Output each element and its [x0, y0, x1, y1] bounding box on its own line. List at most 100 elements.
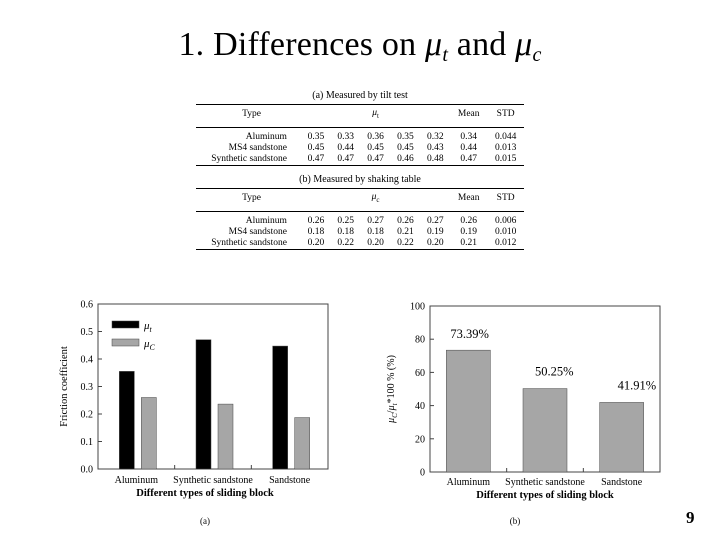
row-value: 0.36: [367, 131, 384, 142]
chart-sublabel: (b): [510, 516, 521, 526]
row-value: 0.45: [367, 142, 384, 153]
x-tick-label: Aluminum: [447, 477, 491, 488]
row-std: 0.012: [494, 237, 517, 248]
bar-mu-c: [294, 417, 310, 470]
row-value: 0.22: [397, 237, 414, 248]
row-std: 0.006: [494, 215, 517, 226]
legend-swatch: [111, 338, 140, 347]
row-mean: 0.47: [460, 153, 478, 164]
y-tick-label: 0.5: [81, 327, 94, 338]
row-std: 0.010: [494, 226, 517, 237]
row-value: 0.26: [307, 215, 325, 226]
row-value: 0.47: [337, 153, 355, 164]
row-value: 0.35: [397, 131, 414, 142]
row-type: Synthetic sandstone: [211, 153, 287, 164]
row-value: 0.46: [397, 153, 414, 164]
slide-title: 1. Differences on μt and μc: [0, 26, 720, 67]
row-mean: 0.44: [460, 142, 478, 153]
y-axis-label: μC/μt*100 % (%): [386, 355, 399, 424]
y-tick-label: 100: [410, 302, 425, 313]
legend-label: μt: [143, 320, 153, 334]
table-row: Synthetic sandstone 0.20 0.22 0.20 0.22 0.20 0…: [196, 238, 524, 250]
row-std: 0.013: [494, 142, 517, 153]
friction-coefficient-chart: 0.0 0.1 0.2 0.3 0.4 0.5 0.6 Aluminum Synthetic s…: [59, 300, 329, 526]
bar-mu-t: [272, 345, 288, 470]
y-tick-label: 0.2: [81, 410, 94, 421]
table-a-header-mu: μt: [372, 108, 379, 120]
table-row: Aluminum 0.35 0.33 0.36 0.35 0.32 0.34 0.044: [196, 127, 524, 143]
title-sub-t: t: [442, 44, 449, 66]
row-value: 0.43: [426, 142, 444, 153]
row-type: Synthetic sandstone: [211, 237, 287, 248]
y-tick-label: 0.0: [81, 465, 94, 476]
bar-ratio: [522, 388, 568, 473]
row-value: 0.32: [426, 131, 444, 142]
row-type: Aluminum: [245, 131, 287, 142]
y-tick-label: 20: [415, 434, 425, 445]
row-type: MS4 sandstone: [228, 142, 287, 153]
table-b-header-std: STD: [496, 193, 515, 204]
table-b-header-row: Type μc Mean STD: [196, 188, 524, 212]
table-b-header-mu: μc: [371, 191, 380, 204]
table-b-caption: (b) Measured by shaking table: [299, 173, 421, 185]
title-mid: and: [448, 26, 516, 63]
row-value: 0.20: [307, 237, 325, 248]
row-value: 0.47: [367, 153, 384, 164]
row-std: 0.044: [494, 131, 517, 142]
row-value: 0.21: [397, 226, 414, 237]
table-row: Synthetic sandstone 0.47 0.47 0.47 0.46 0.48 0…: [196, 154, 524, 166]
table-a-header-row: Type μt Mean STD: [196, 104, 524, 128]
table-a-header-type: Type: [242, 109, 261, 120]
bar-mu-c: [141, 397, 157, 470]
y-tick-label: 80: [415, 335, 425, 346]
data-label: 41.91%: [618, 378, 657, 392]
row-value: 0.18: [367, 226, 384, 237]
x-tick-label: Sandstone: [269, 475, 311, 486]
y-tick-label: 0.3: [81, 382, 94, 393]
row-value: 0.20: [426, 237, 444, 248]
y-tick-label: 0: [420, 468, 425, 479]
row-value: 0.44: [337, 142, 355, 153]
x-axis-label: Different types of sliding block: [476, 490, 614, 501]
table-tilt-test: Type μt Mean STD Aluminum 0.35 0.33 0.36 0.3…: [196, 104, 524, 166]
row-mean: 0.34: [460, 131, 478, 142]
y-tick-label: 0.1: [81, 437, 94, 448]
row-value: 0.25: [337, 215, 355, 226]
legend-swatch: [111, 320, 140, 329]
y-tick-label: 40: [415, 401, 425, 412]
table-row: MS4 sandstone 0.18 0.18 0.18 0.21 0.19 0.19 0.0…: [196, 227, 524, 238]
row-mean: 0.26: [460, 215, 478, 226]
legend-label: μC: [143, 338, 156, 352]
row-value: 0.45: [397, 142, 414, 153]
y-tick-label: 0.6: [81, 300, 94, 311]
chart-sublabel: (a): [200, 516, 210, 526]
bar-mu-c: [217, 403, 234, 470]
row-value: 0.48: [426, 153, 444, 164]
row-value: 0.19: [426, 226, 444, 237]
ratio-chart: 0 20 40 60 80 100 73.39% Aluminum 50.25% Syntheti…: [386, 302, 661, 526]
row-type: MS4 sandstone: [228, 226, 287, 237]
title-prefix: 1. Differences on: [178, 26, 426, 63]
x-tick-label: Synthetic sandstone: [173, 475, 253, 486]
table-row: MS4 sandstone 0.45 0.44 0.45 0.45 0.43 0.44 0.0…: [196, 143, 524, 154]
row-value: 0.33: [337, 131, 355, 142]
row-value: 0.18: [307, 226, 325, 237]
x-tick-label: Sandstone: [601, 477, 643, 488]
row-value: 0.20: [367, 237, 384, 248]
row-mean: 0.19: [460, 226, 478, 237]
data-label: 50.25%: [535, 365, 574, 379]
table-shaking-table: Type μc Mean STD Aluminum 0.26 0.25 0.27 0.2…: [196, 188, 524, 250]
y-axis-label: Friction coefficient: [59, 346, 70, 427]
title-mu-c: μ: [515, 26, 533, 63]
table-a-body: Aluminum 0.35 0.33 0.36 0.35 0.32 0.34 0.044 MS4…: [196, 127, 524, 166]
y-tick-label: 60: [415, 368, 425, 379]
table-row: Aluminum 0.26 0.25 0.27 0.26 0.27 0.26 0.006: [196, 211, 524, 227]
row-value: 0.45: [307, 142, 325, 153]
table-a-header-std: STD: [496, 109, 515, 120]
bar-ratio: [446, 349, 491, 473]
table-a-header-mean: Mean: [457, 109, 480, 120]
table-b-header-mean: Mean: [457, 193, 480, 204]
row-std: 0.015: [494, 153, 517, 164]
y-tick-label: 0.4: [81, 355, 94, 366]
row-value: 0.35: [307, 131, 325, 142]
